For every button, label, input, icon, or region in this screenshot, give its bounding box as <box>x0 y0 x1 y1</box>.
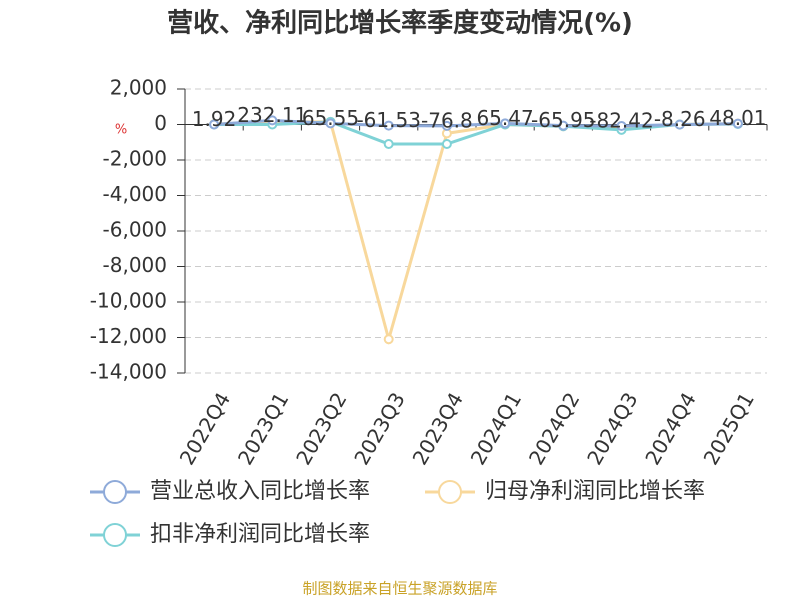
x-tick-label: 2023Q3 <box>349 388 409 469</box>
legend-label: 营业总收入同比增长率 <box>150 479 370 504</box>
data-label: -8.26 <box>654 107 706 131</box>
data-label: 65.47 <box>476 106 533 130</box>
source-note: 制图数据来自恒生聚源数据库 <box>302 580 497 598</box>
series-line <box>213 118 738 128</box>
y-tick-label: -4,000 <box>103 182 167 206</box>
legend-marker <box>103 523 127 547</box>
chart-title: 营收、净利同比增长率季度变动情况(%) <box>167 8 633 39</box>
data-point <box>383 334 394 345</box>
legend-label: 扣非净利润同比增长率 <box>150 522 370 547</box>
data-point <box>441 139 452 150</box>
y-tick-label: -8,000 <box>103 253 167 277</box>
legend-marker <box>438 480 462 504</box>
y-tick-label: 2,000 <box>110 76 167 100</box>
data-point <box>383 139 394 150</box>
x-tick-label: 2024Q2 <box>524 388 584 469</box>
y-tick-label: -14,000 <box>90 360 167 384</box>
data-point <box>732 118 743 129</box>
data-point <box>209 119 220 130</box>
x-tick-label: 2023Q4 <box>408 388 468 469</box>
data-label: 1.92 <box>192 107 237 131</box>
data-point <box>558 120 569 131</box>
data-label: 65.55 <box>302 106 359 130</box>
data-point <box>500 118 511 129</box>
data-label: -61.53 <box>356 108 420 132</box>
x-tick-label: 2025Q1 <box>699 388 759 469</box>
x-tick-label: 2022Q4 <box>175 388 235 469</box>
data-point <box>325 118 336 129</box>
data-point <box>616 120 627 131</box>
x-tick-label: 2023Q1 <box>233 388 293 469</box>
y-tick-label: -2,000 <box>103 147 167 171</box>
y-tick-label: 0 <box>154 111 167 135</box>
data-point <box>441 120 452 131</box>
y-tick-label: -6,000 <box>103 218 167 242</box>
legend-marker <box>103 480 127 504</box>
x-tick-label: 2023Q2 <box>291 388 351 469</box>
unit-label: % <box>115 123 127 138</box>
legend-label: 归母净利润同比增长率 <box>485 479 705 504</box>
data-point <box>674 119 685 130</box>
data-label: -65.95 <box>531 108 595 132</box>
data-label: 48.01 <box>709 106 766 130</box>
x-tick-label: 2024Q3 <box>582 388 642 469</box>
data-point <box>383 120 394 131</box>
x-tick-label: 2024Q4 <box>640 388 700 469</box>
data-label: -76.8 <box>421 108 473 132</box>
x-tick-label: 2024Q1 <box>466 388 526 469</box>
y-tick-label: -12,000 <box>90 324 167 348</box>
data-point <box>267 115 278 126</box>
y-tick-label: -10,000 <box>90 289 167 313</box>
data-label: 232.11 <box>237 103 307 127</box>
data-label: -82.42 <box>589 108 653 132</box>
